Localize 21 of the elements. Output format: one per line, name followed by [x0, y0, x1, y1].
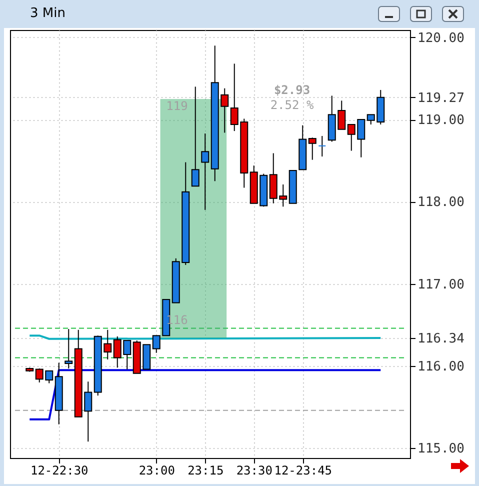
candlestick	[318, 135, 326, 158]
y-tick-label: 116.34	[418, 332, 465, 347]
chart-title: 3 Min	[30, 6, 66, 21]
candlestick	[308, 137, 316, 160]
y-tick-label: 119.27	[418, 90, 464, 106]
x-tick-label: 12-23:45	[274, 464, 332, 478]
x-tick-label: 12-22:30	[30, 464, 88, 478]
annotation: $2.93	[274, 83, 310, 97]
y-tick-label: 118.00	[418, 195, 464, 210]
y-tick-label: 117.00	[418, 277, 464, 292]
x-tick-label: 23:30	[236, 464, 272, 478]
y-tick-label: 120.00	[418, 30, 464, 46]
candlestick	[191, 86, 200, 187]
x-tick-label: 23:00	[138, 464, 175, 478]
y-tick-label: 119.00	[418, 113, 464, 128]
y-tick-label: 115.00	[418, 442, 464, 457]
candlestick	[64, 328, 73, 369]
candlestick	[201, 133, 210, 210]
annotation: 2.52 %	[270, 98, 314, 112]
x-tick-label: 23:15	[188, 464, 224, 478]
y-tick-label: 116.00	[418, 359, 464, 374]
